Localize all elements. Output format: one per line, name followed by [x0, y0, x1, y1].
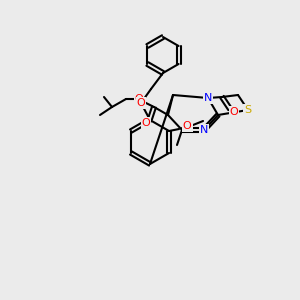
- Text: N: N: [204, 93, 212, 103]
- Text: O: O: [230, 107, 238, 117]
- Text: O: O: [135, 94, 143, 104]
- Text: O: O: [183, 121, 191, 131]
- Text: O: O: [136, 98, 146, 108]
- Text: N: N: [200, 125, 208, 135]
- Text: O: O: [142, 118, 150, 128]
- Text: S: S: [244, 105, 252, 115]
